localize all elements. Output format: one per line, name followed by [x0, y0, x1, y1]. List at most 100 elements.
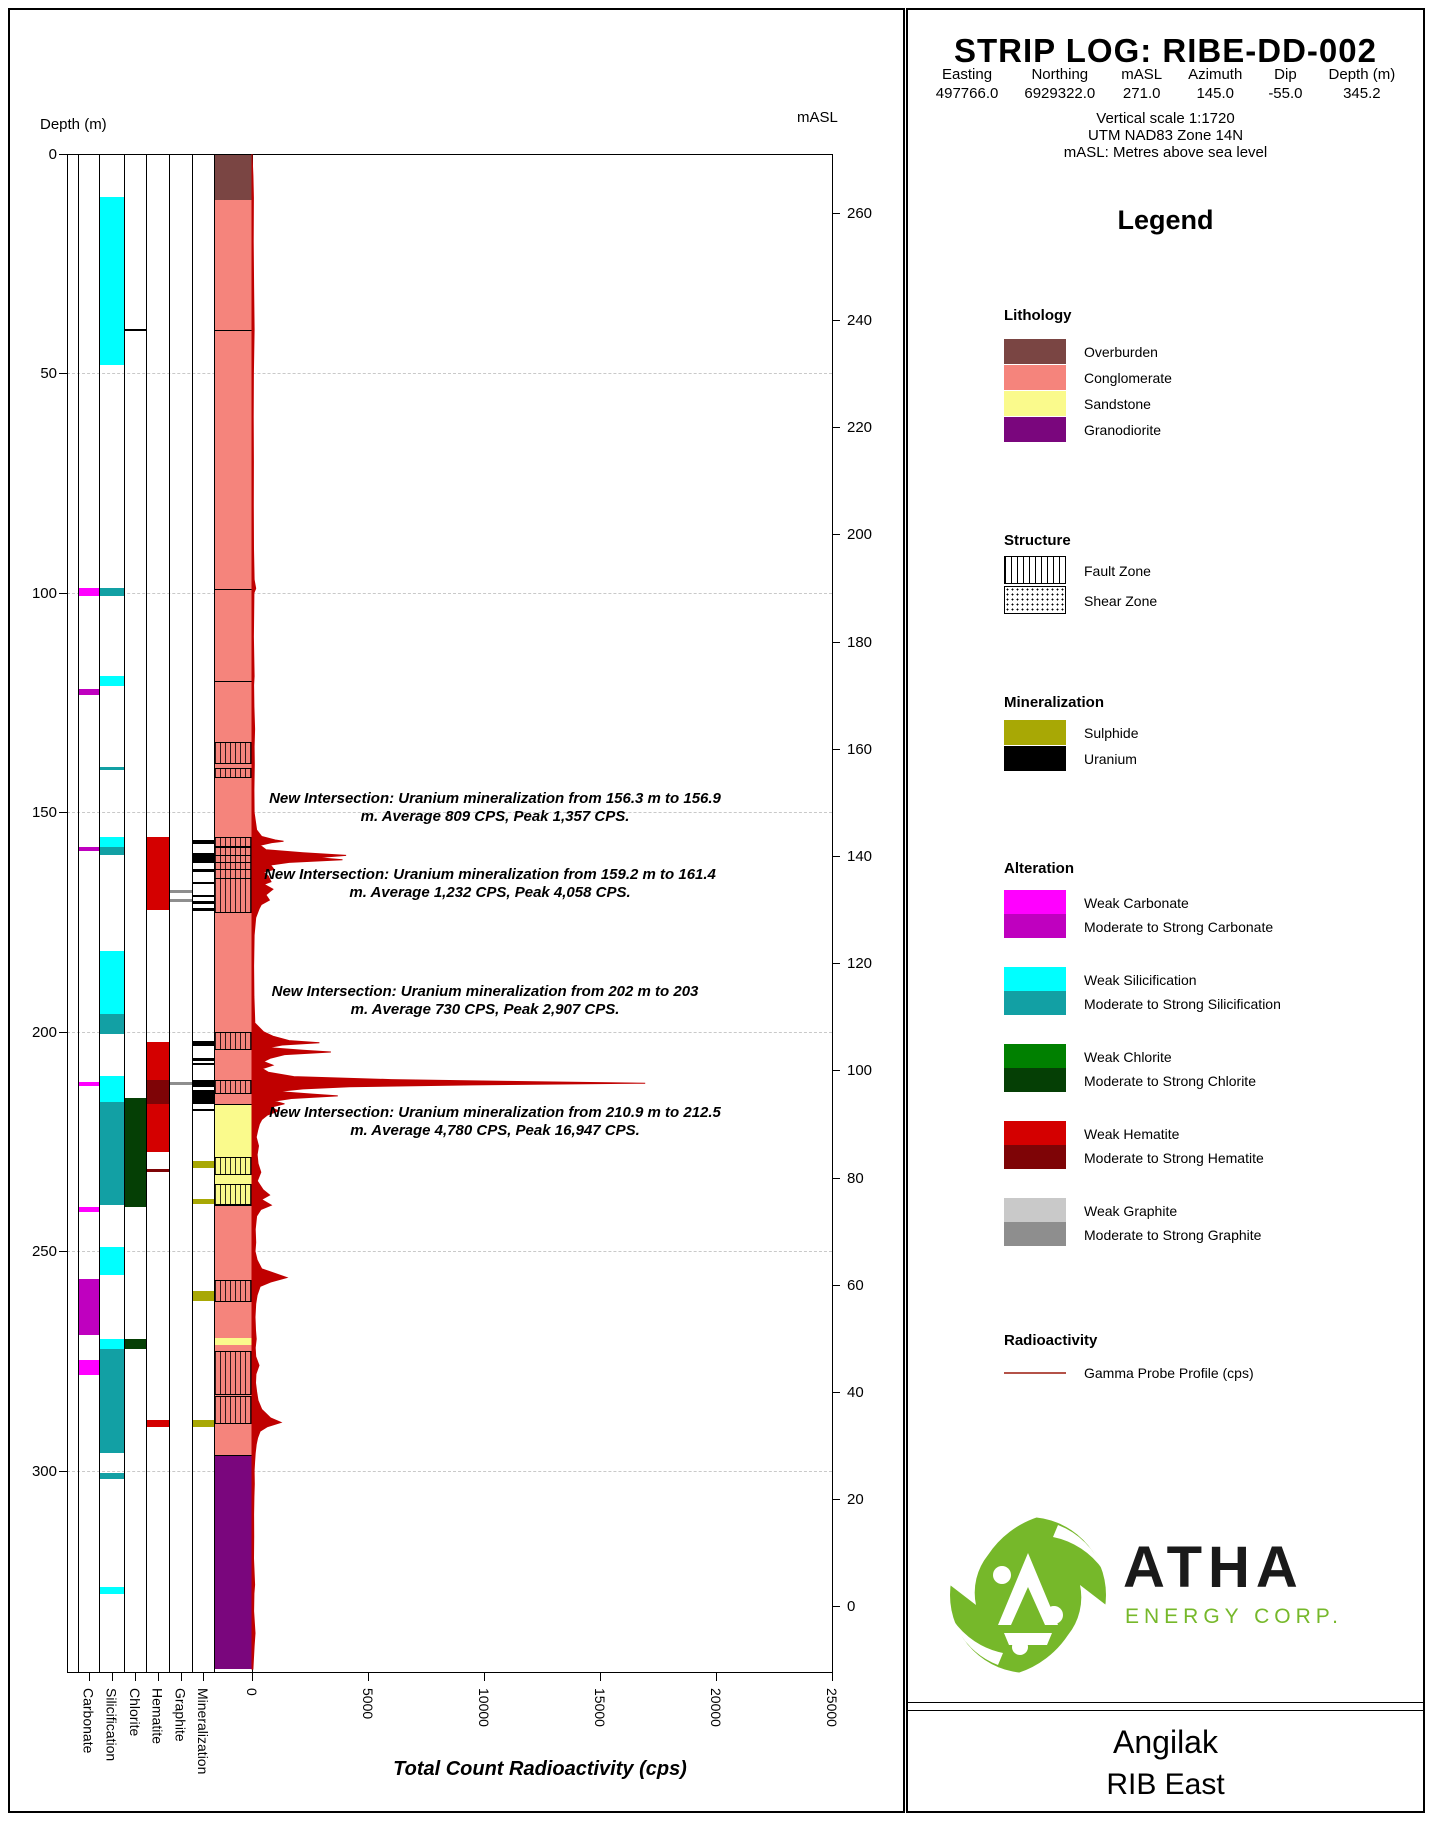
masl-tick-label: 220 — [847, 419, 873, 437]
cps-tick-label: 20000 — [708, 1688, 724, 1727]
scale-notes: Vertical scale 1:1720 UTM NAD83 Zone 14N… — [908, 110, 1423, 161]
bed-contact-line — [214, 680, 252, 682]
depth-tick-label: 200 — [31, 1023, 57, 1041]
graphite-alteration-bar — [170, 899, 192, 902]
legend-panel: STRIP LOG: RIBE-DD-002 Easting 497766.0 No… — [906, 8, 1425, 1813]
masl-tick-label: 0 — [847, 1598, 856, 1616]
depth-tick — [59, 1031, 67, 1033]
mineralization-swatch-uranium — [1004, 746, 1066, 771]
fault-zone — [214, 1184, 252, 1205]
masl-tick — [832, 748, 840, 750]
column-label-silicification: Silicification — [103, 1688, 120, 1762]
alteration-swatch-weak — [1004, 967, 1066, 991]
fault-zone — [214, 836, 252, 848]
gamma-legend-line — [1004, 1372, 1066, 1374]
collar-coordinates: Easting 497766.0 Northing 6929322.0 mASL 271.… — [908, 66, 1423, 102]
column-border — [146, 154, 147, 1672]
fault-zone — [214, 1080, 252, 1094]
uranium-mineralization-bar — [193, 881, 214, 885]
radioactivity-heading: Radioactivity — [1004, 1332, 1098, 1349]
masl-tick — [832, 1177, 840, 1179]
hematite-alteration-bar — [147, 1103, 169, 1152]
column-border — [192, 154, 193, 1672]
footer-divider-1 — [908, 1702, 1423, 1703]
lithology-label: Conglomerate — [1084, 370, 1172, 386]
carbonate-alteration-bar — [79, 1279, 99, 1335]
masl-tick-label: 80 — [847, 1169, 864, 1187]
structure-label: Shear Zone — [1084, 593, 1158, 609]
column-border — [78, 154, 79, 1672]
depth-gridline — [67, 812, 832, 814]
masl-tick — [832, 856, 840, 858]
lithology-label: Sandstone — [1084, 396, 1151, 412]
depth-gridline — [67, 373, 832, 375]
sulphide-mineralization-bar — [193, 1198, 214, 1205]
masl-tick-label: 100 — [847, 1062, 873, 1080]
carbonate-alteration-bar — [79, 847, 99, 852]
alteration-swatch-strong — [1004, 1222, 1066, 1246]
masl-tick-label: 240 — [847, 312, 873, 330]
silicification-alteration-bar — [100, 1075, 124, 1103]
depth-gridline — [67, 1031, 832, 1033]
chlorite-alteration-bar — [125, 1339, 146, 1349]
carbonate-alteration-bar — [79, 1081, 99, 1087]
radioactivity-label: Gamma Probe Profile (cps) — [1084, 1365, 1254, 1381]
depth-tick — [59, 1470, 67, 1472]
coord-masl: mASL 271.0 — [1121, 66, 1163, 102]
depth-tick-label: 150 — [31, 804, 57, 822]
legend-body: Lithology Overburden Conglomerate Sandstone… — [908, 10, 1423, 1710]
mineralization-swatch-sulphide — [1004, 720, 1066, 745]
uranium-mineralization-bar — [193, 1079, 214, 1088]
column-border — [99, 154, 100, 1672]
silicification-alteration-bar — [100, 950, 124, 1015]
carbonate-alteration-bar — [79, 1207, 99, 1212]
column-label-hematite: Hematite — [149, 1688, 166, 1745]
coord-northing: Northing 6929322.0 — [1024, 66, 1096, 102]
alteration-label-strong: Moderate to Strong Silicification — [1084, 996, 1281, 1012]
lithology-swatch-granodiorite — [1004, 417, 1066, 442]
silicification-alteration-bar — [100, 1472, 124, 1480]
uranium-mineralization-bar — [193, 908, 214, 911]
silicification-alteration-bar — [100, 1014, 124, 1034]
masl-tick-label: 20 — [847, 1491, 864, 1509]
alteration-swatch-strong — [1004, 991, 1066, 1015]
masl-tick — [832, 1606, 840, 1608]
cps-tick-label: 15000 — [592, 1688, 608, 1727]
cps-tick-label: 25000 — [824, 1688, 840, 1727]
column-border — [214, 154, 215, 1672]
hematite-alteration-bar — [147, 836, 169, 910]
alteration-swatch-weak — [1004, 1121, 1066, 1145]
masl-tick — [832, 1284, 840, 1286]
alteration-heading: Alteration — [1004, 860, 1075, 877]
column-tick — [111, 1672, 113, 1681]
alteration-swatch-weak — [1004, 1044, 1066, 1068]
hematite-alteration-bar — [147, 1041, 169, 1080]
column-border — [67, 154, 68, 1672]
alteration-swatch-weak — [1004, 890, 1066, 914]
alteration-swatch-weak — [1004, 1198, 1066, 1222]
depth-tick — [59, 1251, 67, 1253]
masl-tick — [832, 212, 840, 214]
masl-tick-label: 120 — [847, 955, 873, 973]
column-border — [124, 154, 125, 1672]
cps-tick — [368, 1672, 369, 1681]
masl-tick — [832, 963, 840, 965]
uranium-mineralization-bar — [193, 1089, 214, 1105]
alteration-swatch-strong — [1004, 914, 1066, 938]
gamma-probe-profile — [251, 153, 646, 1670]
depth-tick-label: 100 — [31, 584, 57, 602]
depth-tick — [59, 154, 67, 155]
company-logo: ATHA ENERGY CORP. — [938, 1505, 1393, 1685]
masl-tick-label: 200 — [847, 526, 873, 544]
silicification-alteration-bar — [100, 587, 124, 596]
lithology-swatch-conglomerate — [1004, 365, 1066, 390]
intersection-annotation: New Intersection: Uranium mineralization… — [264, 866, 716, 901]
fault-zone — [214, 1156, 252, 1175]
alteration-label-strong: Moderate to Strong Graphite — [1084, 1227, 1262, 1243]
masl-tick — [832, 427, 840, 429]
intersection-annotation: New Intersection: Uranium mineralization… — [269, 1104, 721, 1139]
project-name: Angilak — [1113, 1724, 1218, 1760]
alteration-label-weak: Weak Chlorite — [1084, 1049, 1172, 1065]
carbonate-alteration-bar — [79, 688, 99, 695]
alteration-label-strong: Moderate to Strong Carbonate — [1084, 919, 1274, 935]
